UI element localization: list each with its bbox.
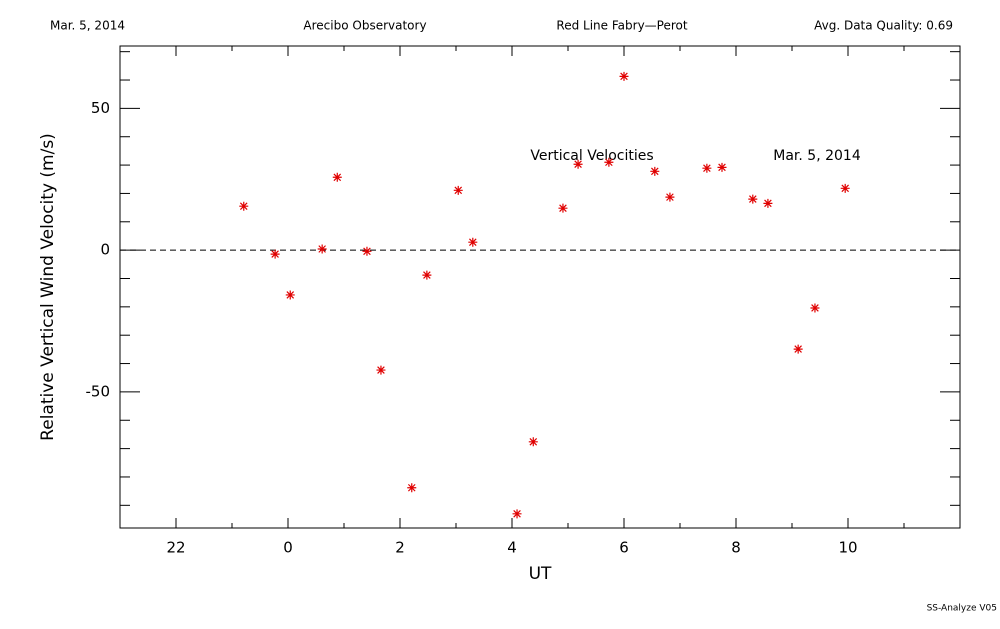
y-tick-label: 50 [91,99,110,117]
plot-frame [119,45,961,529]
x-tick-label: 0 [283,539,293,557]
marker [604,157,614,167]
x-axis-label: UT [529,564,552,584]
annotation: Mar. 5, 2014 [773,148,861,164]
footer: SS-Analyze V05 [927,604,997,614]
marker [573,159,583,169]
x-tick-label: 8 [731,539,741,557]
marker [270,249,280,259]
marker [468,237,478,247]
marker [702,163,712,173]
marker [810,303,820,313]
marker [362,246,372,256]
marker [407,483,417,493]
marker [317,244,327,254]
x-tick-label: 6 [619,539,629,557]
x-tick-label: 2 [395,539,405,557]
marker [840,183,850,193]
header-site: Arecibo Observatory [303,19,426,33]
y-tick-label: 0 [100,241,110,259]
y-tick-label: -50 [86,382,111,400]
marker [376,365,386,375]
marker [650,166,660,176]
marker [763,198,773,208]
marker [453,185,463,195]
marker [239,201,249,211]
marker [528,437,538,447]
marker [285,290,295,300]
marker [748,194,758,204]
annotation: Vertical Velocities [530,148,653,164]
marker [512,509,522,519]
x-tick-label: 4 [507,539,517,557]
header-date: Mar. 5, 2014 [50,19,125,33]
x-tick-label: 10 [838,539,857,557]
header-instrument: Red Line Fabry—Perot [556,19,687,33]
marker [558,203,568,213]
marker [332,172,342,182]
marker [665,192,675,202]
marker [717,162,727,172]
y-axis-label: Relative Vertical Wind Velocity (m/s) [38,133,58,441]
marker [793,344,803,354]
x-tick-label: 22 [166,539,185,557]
marker [619,71,629,81]
header-quality: Avg. Data Quality: 0.69 [814,19,953,33]
marker [422,270,432,280]
